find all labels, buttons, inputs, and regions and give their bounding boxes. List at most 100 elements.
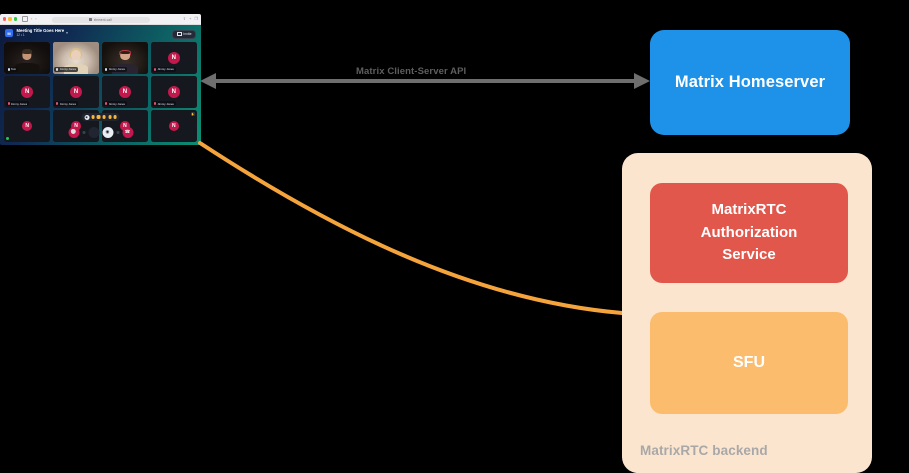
participant-tile[interactable]: Jimmy Jones (101, 42, 149, 74)
microphone-muted-icon (105, 102, 108, 106)
share-icon[interactable]: ⇧ (182, 16, 187, 21)
forward-icon[interactable]: › (35, 16, 37, 21)
reaction-emoji-4[interactable] (108, 115, 112, 119)
participant-name-chip: Jimmy Jones (103, 101, 127, 107)
reaction-emoji-1[interactable] (91, 115, 95, 119)
microphone-icon (105, 67, 108, 71)
avatar: N (118, 85, 131, 98)
room-avatar: M (5, 29, 13, 37)
participant-name: Tom (10, 67, 17, 72)
control-separator (82, 130, 85, 134)
reaction-emoji-2[interactable] (97, 115, 101, 119)
microphone-icon (7, 67, 10, 71)
participant-name-chip: Jimmy Jones (5, 101, 30, 107)
reaction-emoji-5[interactable] (113, 115, 117, 119)
browser-toolbar-right[interactable]: ⇧ + ❐ (183, 17, 198, 21)
participant-name: Jimmy Jones (59, 101, 76, 106)
emoji-toggle-icon[interactable]: ◉ (84, 114, 90, 120)
microphone-toggle-button[interactable]: ⚪ (68, 126, 79, 138)
invite-button[interactable]: Invite (172, 29, 196, 39)
participant-tile[interactable]: Jimmy Jones (52, 42, 100, 74)
participant-name: Jimmy Jones (108, 67, 125, 72)
avatar: N (167, 85, 180, 98)
raise-hand-icon: ✋ (191, 112, 195, 117)
tab-overview-icon[interactable]: ❐ (194, 16, 198, 21)
room-title: Meeting Title Goes Here (16, 27, 65, 33)
participant-head (120, 50, 130, 60)
minimize-window-button[interactable] (8, 17, 12, 21)
screen-share-button[interactable] (88, 126, 99, 138)
participant-tile[interactable]: N Jimmy Jones (101, 76, 149, 108)
participant-tile[interactable]: N Jimmy Jones (52, 76, 100, 108)
avatar: N (119, 121, 130, 132)
avatar: N (70, 85, 83, 98)
microphone-muted-icon (154, 102, 157, 106)
participant-tile[interactable]: Tom (4, 42, 51, 74)
participant-name-chip: Jimmy Jones (103, 66, 127, 72)
invite-icon (176, 31, 182, 37)
address-bar[interactable]: element.call (51, 16, 150, 23)
auth-service-line-2: Authorization (700, 223, 798, 241)
participant-tile[interactable]: N Jimmy Jones (4, 76, 51, 108)
reaction-bar[interactable]: ◉ (81, 113, 120, 121)
participant-head (70, 49, 82, 60)
avatar: N (168, 121, 179, 132)
video-call-app: M Meeting Title Goes Here 12 • 1 ▾ Invit… (0, 25, 201, 145)
participant-name: Jimmy Jones (10, 101, 28, 106)
avatar: N (22, 121, 33, 132)
close-window-button[interactable] (3, 17, 7, 21)
chevron-down-icon[interactable]: ▾ (66, 31, 68, 35)
browser-window-screenshot: ‹ › element.call ⇧ + ❐ M Meeting Title G… (0, 14, 201, 145)
participant-name-chip: Jimmy Jones (54, 66, 78, 72)
avatar: N (71, 121, 82, 132)
matrixrtc-authorization-service-box[interactable]: MatrixRTC Authorization Service (650, 183, 848, 283)
avatar: N (167, 51, 180, 64)
participant-name-chip: Tom (5, 66, 19, 72)
address-bar-url: element.call (93, 17, 112, 22)
participant-name: Jimmy Jones (157, 101, 174, 106)
online-status-icon (6, 136, 9, 140)
participant-body (14, 63, 40, 74)
microphone-muted-icon (56, 102, 59, 106)
participant-name-chip: Jimmy Jones (152, 101, 176, 107)
browser-nav-buttons[interactable]: ‹ › (21, 16, 37, 22)
avatar: N (21, 85, 34, 98)
participant-tile[interactable]: N Jimmy Jones (150, 42, 197, 74)
participant-tile[interactable]: N ✋ (150, 110, 197, 142)
room-subtitle: 12 • 1 (16, 32, 25, 37)
participant-tile[interactable]: N Jimmy Jones (150, 76, 197, 108)
participant-hair (22, 49, 32, 55)
back-icon[interactable]: ‹ (30, 16, 33, 21)
call-header: M Meeting Title Goes Here 12 • 1 ▾ Invit… (0, 25, 201, 41)
participant-name-chip: Jimmy Jones (152, 66, 176, 72)
browser-chrome: ‹ › element.call ⇧ + ❐ (0, 14, 201, 25)
participant-name: Jimmy Jones (157, 67, 174, 72)
camera-toggle-button[interactable]: ◉ (102, 126, 113, 138)
participant-name: Jimmy Jones (108, 101, 125, 106)
reaction-emoji-3[interactable] (102, 115, 106, 119)
window-traffic-lights[interactable] (3, 17, 17, 21)
participant-name: Jimmy Jones (59, 67, 76, 72)
api-label: Matrix Client-Server API (356, 66, 467, 77)
lock-icon (89, 18, 92, 21)
microphone-muted-icon (7, 102, 10, 106)
participant-tile[interactable]: N (4, 110, 51, 142)
participant-name-chip: Jimmy Jones (54, 101, 78, 107)
call-controls[interactable]: ⚪ ◉ ☎ (68, 125, 133, 139)
headset-icon (119, 49, 131, 55)
participant-grid: Tom Jimmy Jones (4, 42, 197, 142)
sfu-box[interactable]: SFU (650, 312, 848, 414)
hangup-button[interactable]: ☎ (122, 126, 133, 138)
auth-service-line-1: MatrixRTC (711, 201, 787, 219)
maximize-window-button[interactable] (13, 17, 17, 21)
microphone-icon (56, 67, 59, 71)
sidebar-icon[interactable] (21, 16, 28, 22)
matrixrtc-backend-label: MatrixRTC backend (640, 443, 768, 458)
invite-button-label: Invite (183, 32, 192, 36)
participant-head (22, 50, 32, 60)
matrix-homeserver-box[interactable]: Matrix Homeserver (650, 30, 850, 135)
new-tab-icon[interactable]: + (189, 16, 192, 21)
room-info[interactable]: Meeting Title Goes Here 12 • 1 (16, 27, 65, 38)
matrixrtc-connection-curve (198, 141, 624, 315)
